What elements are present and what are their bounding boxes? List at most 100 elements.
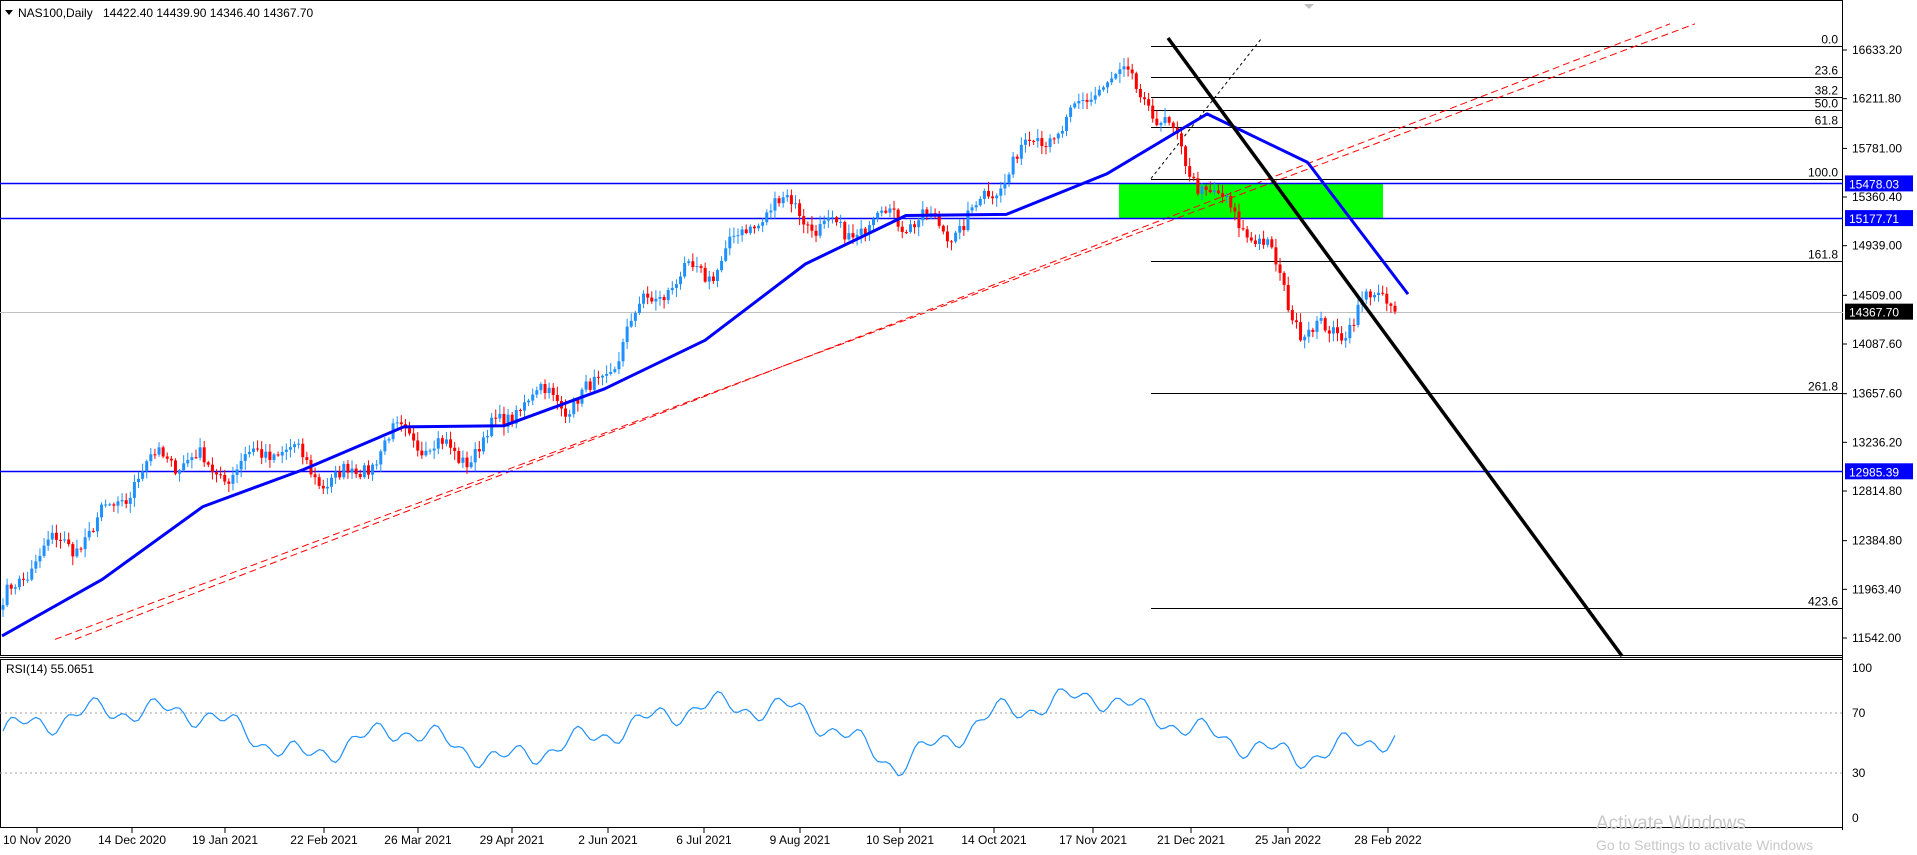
candle-body [424,450,428,456]
candle-body [970,207,974,211]
candle-body [50,532,54,540]
candle-body [305,457,309,460]
candle-body [880,210,884,213]
candle-body [904,231,908,233]
candle-body [1118,69,1122,75]
candle-body [190,457,194,461]
candle-body [215,472,219,475]
candle-body [449,439,453,448]
candle-body [169,458,173,461]
candle-body [506,414,510,427]
candle-body [325,486,329,489]
candle-body [465,457,469,468]
candle-body [966,210,970,231]
candle-body [728,236,732,249]
candle-body [539,383,543,391]
candle-body [1040,138,1044,147]
candle-body [892,208,896,210]
candle-body [194,457,198,459]
rsi-axis-label: 100 [1852,661,1872,675]
candle-body [954,232,958,242]
price-tick-label: 14087.60 [1852,337,1902,351]
supply-zone [1119,183,1383,219]
candle-body [1114,74,1118,79]
price-tick-label: 13236.20 [1852,435,1902,449]
candle-body [1122,66,1126,70]
rising-channel [54,23,1696,640]
candle-body [100,504,104,518]
candle-body [124,500,128,504]
candle-body [691,261,695,268]
candle-body [925,209,929,216]
candle-body [149,454,153,462]
candle-body [1290,310,1294,321]
candle-body [1311,329,1315,332]
candle-body [1262,238,1266,245]
time-axis-label: 22 Feb 2021 [290,833,358,847]
time-axis-label: 9 Aug 2021 [770,833,831,847]
candle-body [1065,116,1069,131]
candle-body [629,320,633,327]
candle-body [785,195,789,198]
candle-body [1393,305,1397,312]
candle-body [256,448,260,450]
candle-body [1352,324,1356,326]
candle-body [1274,247,1278,265]
candle-body [510,414,514,424]
candle-body [461,457,465,463]
candle-body [416,440,420,451]
candle-body [851,233,855,238]
candle-body [412,433,416,441]
candle-body [34,561,38,569]
candle-body [1052,138,1056,140]
candle-body [288,447,292,450]
candle-body [1056,133,1060,139]
candle-body [182,463,186,471]
candle-body [1356,304,1360,325]
candle-body [46,539,50,546]
candle-body [243,454,247,461]
candle-body [408,428,412,434]
candle-body [371,464,375,475]
candle-body [444,439,448,444]
candle-body [625,326,629,343]
moving-average [1,112,1410,638]
candle-body [859,228,863,235]
time-axis-label: 6 Jul 2021 [676,833,732,847]
candle-body [711,276,715,282]
level-price-tag [1845,463,1913,480]
rsi-axis-label: 70 [1852,706,1866,720]
candle-body [13,587,17,589]
trend-line [1166,36,1624,658]
candle-body [30,568,34,580]
fib-level-label: 423.6 [1808,595,1838,609]
last-price-label: 14367.70 [1849,306,1899,320]
candle-body [1060,130,1064,134]
candle-body [1093,95,1097,100]
candle-body [206,462,210,465]
price-tick-label: 11963.40 [1852,582,1901,596]
supply-zone-rect [1119,183,1383,219]
level-price-tag [1845,210,1913,227]
candle-body [1196,178,1200,194]
candle-body [71,544,75,557]
candle-body [781,197,785,204]
rsi-label: RSI(14) 55.0651 [6,662,94,676]
dropdown-arrow-icon[interactable] [5,10,13,15]
price-tick-label: 12814.80 [1852,484,1902,498]
price-tick-label: 16211.80 [1852,92,1901,106]
candle-body [1253,240,1257,245]
candle-body [605,373,609,376]
candle-body [26,579,30,581]
candle-body [1023,139,1027,145]
candle-body [383,440,387,452]
candle-body [350,468,354,473]
time-axis-label: 21 Dec 2021 [1157,833,1225,847]
candle-body [198,447,202,458]
candle-body [757,225,761,229]
candle-body [178,470,182,474]
candle-body [917,220,921,228]
candle-body [1032,140,1036,142]
candle-body [399,422,403,425]
candle-body [601,375,605,378]
